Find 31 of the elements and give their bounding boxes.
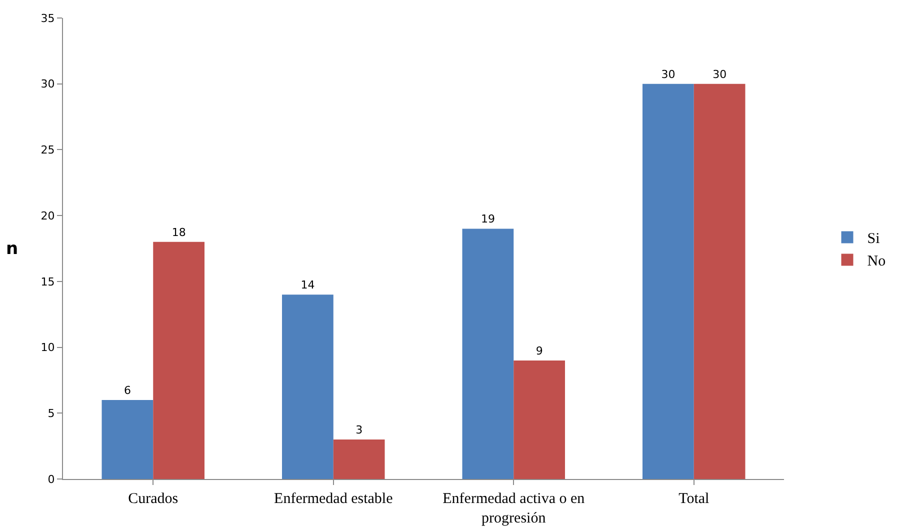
x-tick-label: Enfermedad activa o en progresión: [442, 491, 586, 526]
bar: [102, 400, 154, 479]
data-label: 19: [480, 212, 495, 226]
data-label: 3: [356, 423, 363, 436]
data-label: 30: [661, 68, 676, 81]
y-tick-label: 15: [40, 275, 55, 288]
x-tick-label: Enfermedad estable: [274, 491, 394, 507]
legend-label: Si: [867, 231, 880, 248]
bar: [694, 84, 746, 479]
bar: [153, 242, 204, 479]
bar: [514, 360, 565, 479]
y-tick-label: 35: [40, 12, 55, 25]
data-label: 6: [124, 384, 131, 397]
bar: [642, 84, 694, 479]
bar: [282, 294, 334, 479]
y-tick-label: 25: [40, 144, 55, 157]
x-tick-label: Total: [678, 491, 710, 507]
data-label: 18: [172, 226, 186, 239]
data-label: 14: [300, 278, 315, 292]
bar: [462, 228, 514, 479]
y-axis-title: n: [6, 239, 18, 259]
y-tick-label: 20: [40, 209, 55, 222]
x-tick-label: Curados: [128, 491, 178, 507]
y-tick-label: 0: [48, 472, 55, 486]
y-tick-label: 30: [40, 78, 55, 91]
y-tick-label: 5: [48, 406, 55, 420]
data-label: 30: [712, 68, 727, 81]
legend-label: No: [867, 254, 886, 270]
data-label: 9: [536, 344, 543, 358]
bar: [333, 439, 385, 479]
y-tick-label: 10: [40, 341, 55, 354]
